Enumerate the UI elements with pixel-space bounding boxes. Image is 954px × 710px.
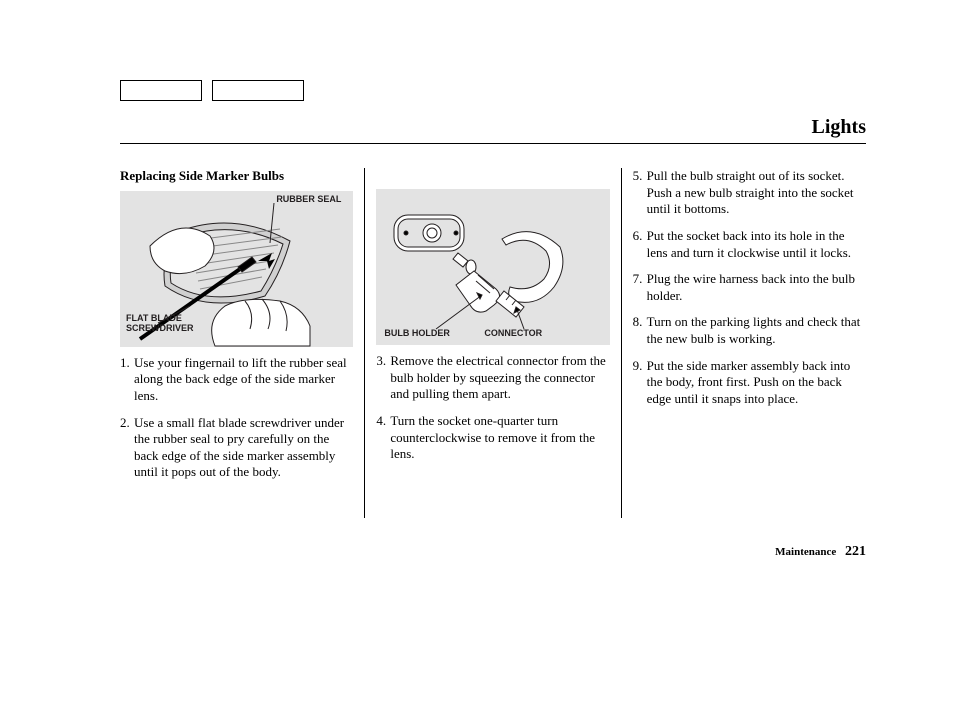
step-4: Turn the socket one-quarter turn counter… — [376, 413, 609, 463]
spacer — [376, 168, 609, 189]
steps-list-col3: Pull the bulb straight out of its socket… — [633, 168, 866, 408]
figure-2-bulb-holder: BULB HOLDER CONNECTOR — [376, 189, 609, 345]
steps-list-col2: Remove the electrical connector from the… — [376, 353, 609, 463]
content-columns: Replacing Side Marker Bulbs — [120, 168, 866, 518]
page-footer: Maintenance 221 — [775, 544, 866, 560]
steps-list-col1: Use your fingernail to lift the rubber s… — [120, 355, 353, 481]
column-3: Pull the bulb straight out of its socket… — [622, 168, 866, 518]
figure-2-label-bulb-holder: BULB HOLDER — [384, 329, 450, 339]
top-link-boxes — [120, 80, 304, 101]
nav-box-2[interactable] — [212, 80, 304, 101]
figure-1-label-screwdriver: FLAT BLADE SCREWDRIVER — [126, 314, 194, 334]
figure-1-label-rubber-seal: RUBBER SEAL — [276, 195, 341, 205]
step-9: Put the side marker assembly back into t… — [633, 358, 866, 408]
section-subheading: Replacing Side Marker Bulbs — [120, 168, 353, 185]
figure-1-rubber-seal: RUBBER SEAL FLAT BLADE SCREWDRIVER — [120, 191, 353, 347]
footer-section: Maintenance — [775, 546, 836, 558]
step-7: Plug the wire harness back into the bulb… — [633, 271, 866, 304]
step-3: Remove the electrical connector from the… — [376, 353, 609, 403]
step-8: Turn on the parking lights and check tha… — [633, 314, 866, 347]
column-1: Replacing Side Marker Bulbs — [120, 168, 364, 518]
column-2: BULB HOLDER CONNECTOR Remove the electri… — [365, 168, 620, 518]
page-header: Lights — [120, 116, 866, 144]
nav-box-1[interactable] — [120, 80, 202, 101]
figure-2-label-connector: CONNECTOR — [484, 329, 542, 339]
figure-2-illustration — [376, 189, 586, 345]
footer-page-number: 221 — [845, 544, 866, 559]
page-title: Lights — [120, 116, 866, 139]
step-6: Put the socket back into its hole in the… — [633, 228, 866, 261]
step-2: Use a small flat blade screwdriver under… — [120, 415, 353, 482]
step-1: Use your fingernail to lift the rubber s… — [120, 355, 353, 405]
step-5: Pull the bulb straight out of its socket… — [633, 168, 866, 218]
